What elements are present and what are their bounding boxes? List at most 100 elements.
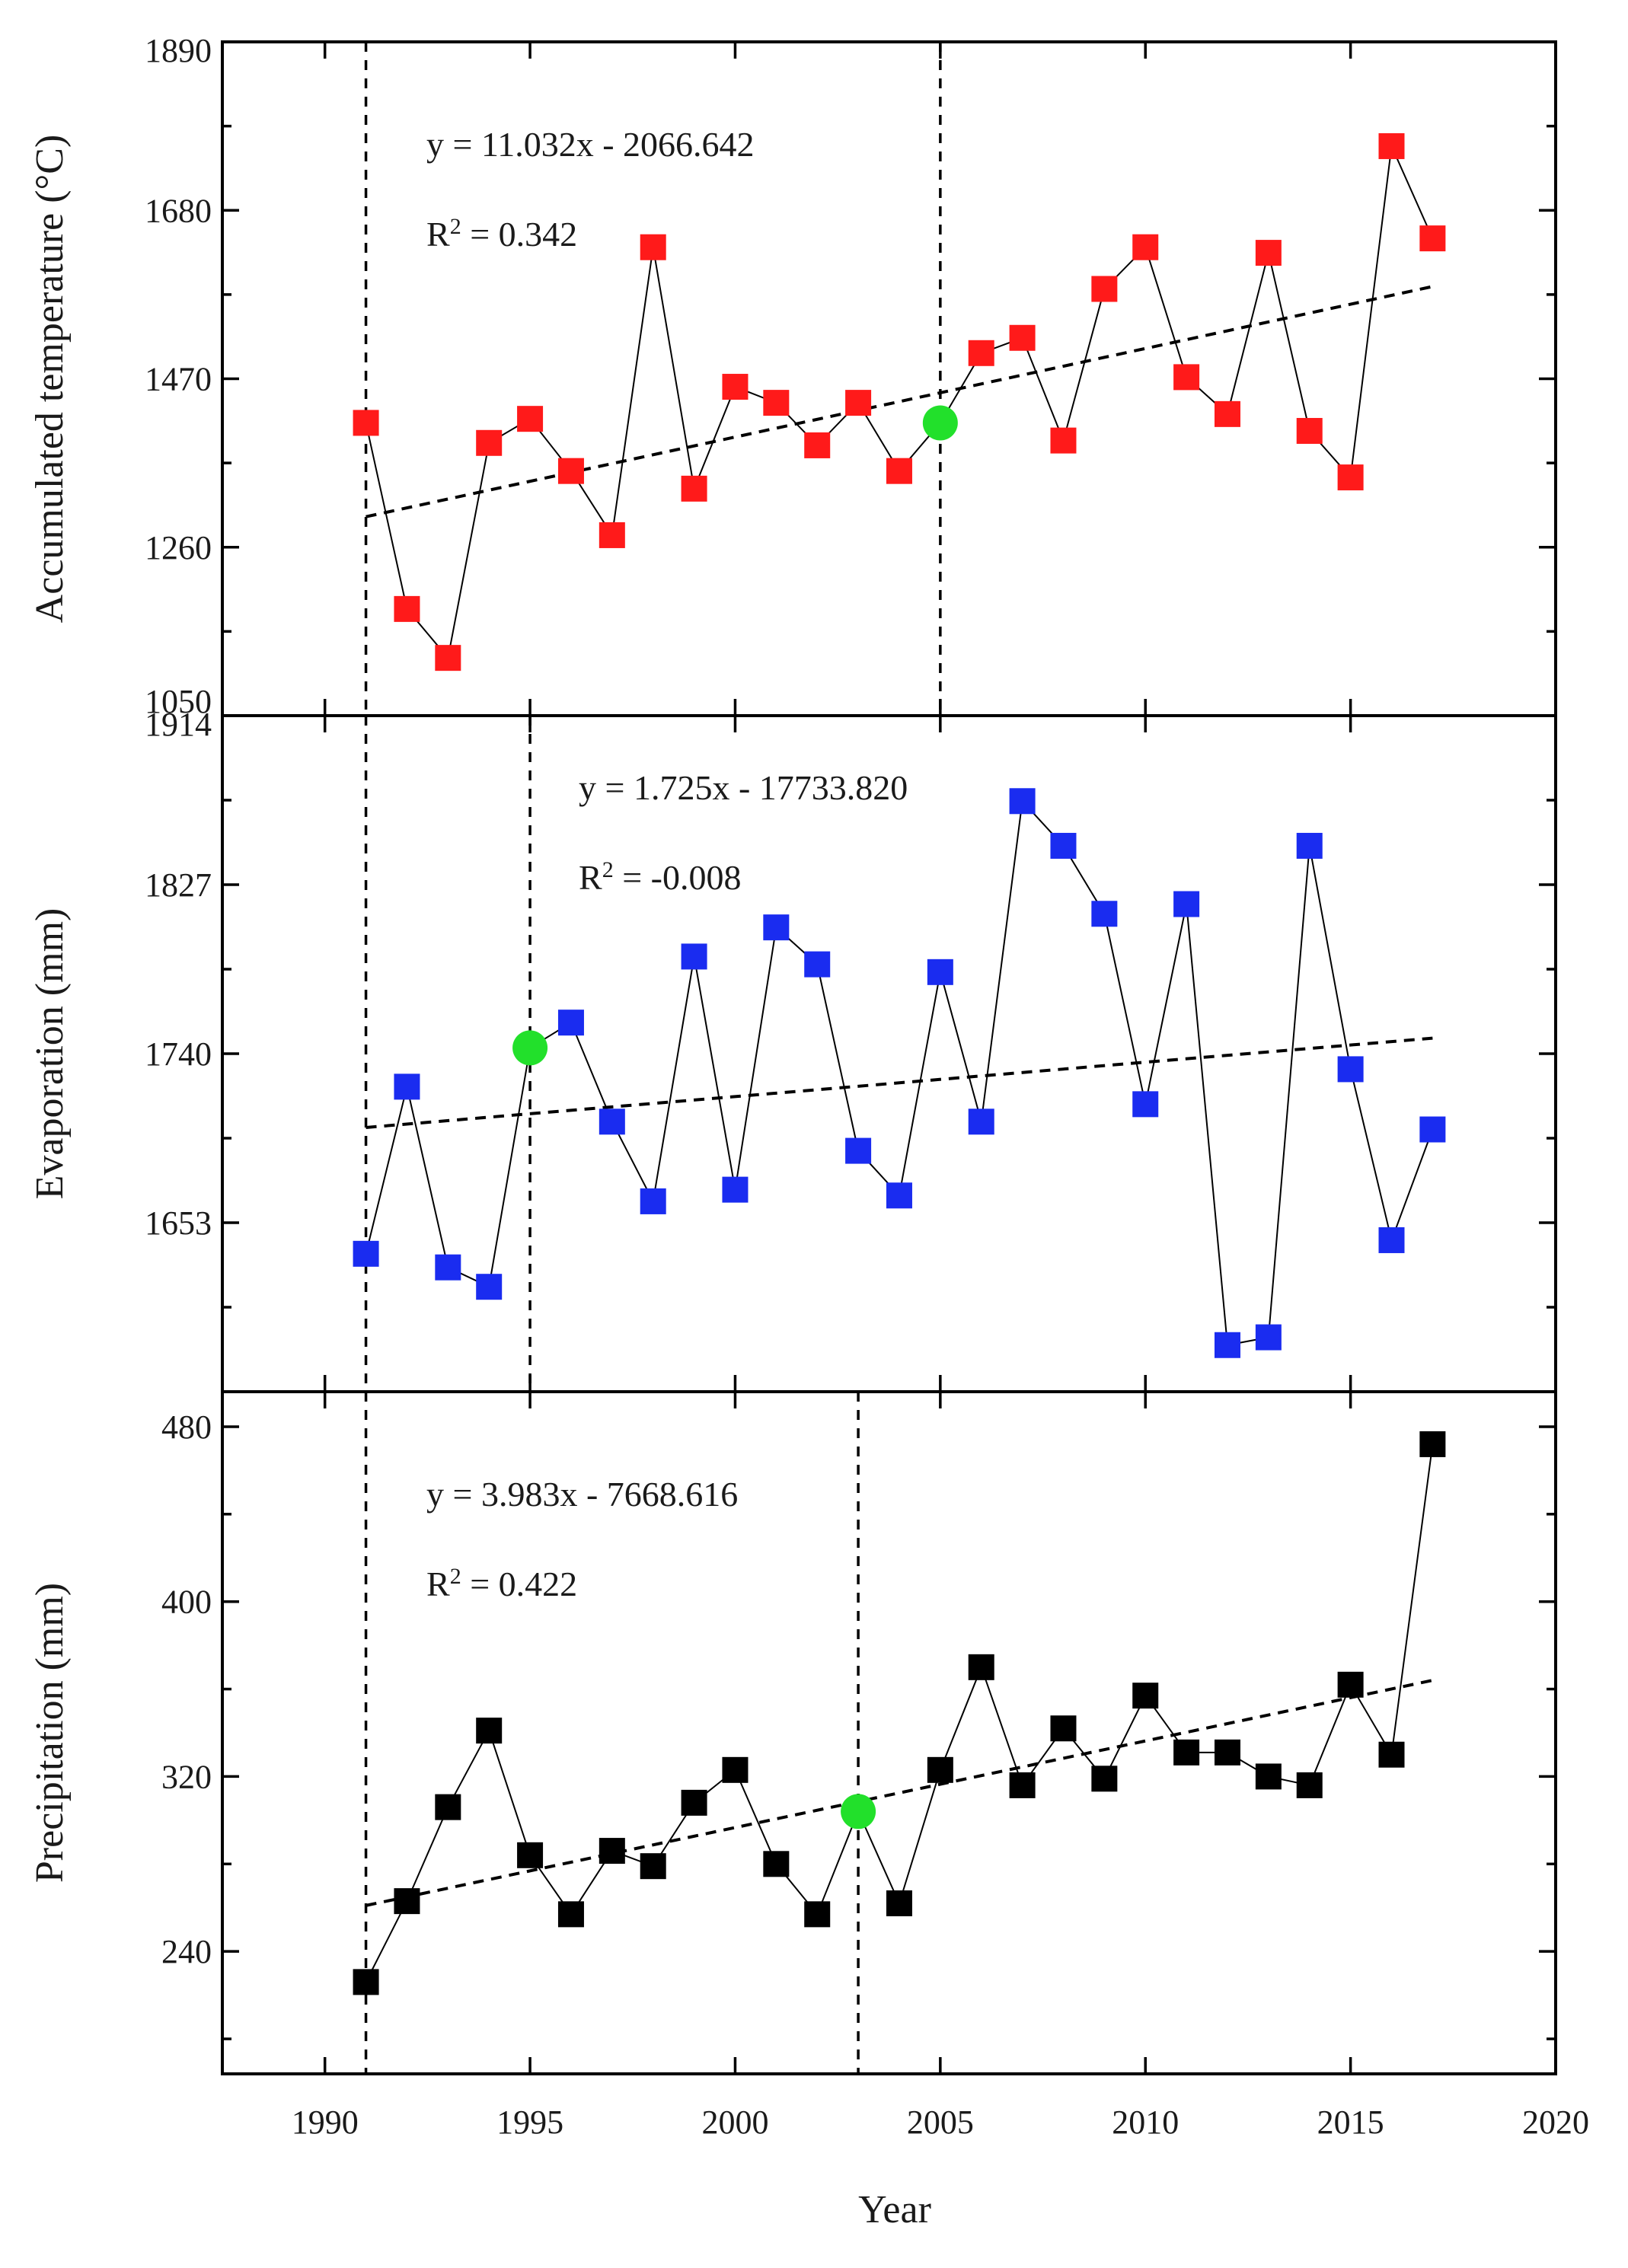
panel-frame [221, 1390, 1557, 2075]
panel-frame [221, 40, 1557, 717]
panel-precipitation: 240 320 400 480 Precipitation (mm) y = 3.983x… [28, 1390, 1557, 2075]
series-line [365, 799, 1434, 1346]
y-axis-title: Evaporation (mm) [28, 908, 72, 1200]
data-point [1419, 225, 1446, 252]
data-point [640, 234, 666, 260]
change-point-marker [512, 1030, 548, 1066]
data-point [927, 959, 953, 985]
data-point [968, 340, 994, 366]
data-point [804, 432, 831, 458]
data-point [435, 1794, 461, 1820]
data-point [1255, 1324, 1282, 1351]
data-point [394, 595, 420, 622]
data-point [1091, 901, 1118, 927]
data-point [1132, 1091, 1159, 1118]
data-point [1050, 832, 1077, 859]
y-tick-label: 1470 [145, 361, 212, 398]
panel-evaporation: 1653 1740 1827 1914 Evaporation (mm) y = 1.72… [28, 706, 1557, 1393]
data-point [476, 429, 503, 456]
data-point [681, 475, 707, 502]
data-point [557, 1010, 584, 1036]
data-point [353, 1969, 379, 1995]
data-point [1214, 400, 1240, 427]
x-tick-label: 2020 [1522, 2104, 1589, 2141]
x-tick-label: 2000 [701, 2104, 768, 2141]
data-point [1214, 1739, 1240, 1766]
data-point [1173, 364, 1200, 391]
r-squared-label: R2 = 0.422 [426, 1564, 577, 1604]
y-axis-title: Precipitation (mm) [28, 1583, 72, 1883]
change-point-marker [922, 405, 958, 441]
data-point [1173, 891, 1200, 917]
y-axis-title: Accumulated temperature (°C) [28, 135, 72, 624]
y-tick-label: 480 [161, 1408, 212, 1446]
data-point [1378, 1227, 1405, 1253]
data-point [557, 458, 584, 484]
data-point [804, 951, 831, 978]
data-point [394, 1888, 420, 1915]
y-tick-label: 1680 [145, 192, 212, 229]
y-tick-label: 320 [161, 1758, 212, 1795]
data-point [1214, 1332, 1240, 1358]
data-point [1255, 1763, 1282, 1790]
data-point [435, 1254, 461, 1281]
data-point [640, 1853, 666, 1880]
data-point [1050, 427, 1077, 454]
y-tick-label: 1260 [145, 529, 212, 566]
data-point [1009, 1772, 1036, 1798]
chart-panels: 1050 1260 1470 1680 1890 Accumulated temperat… [28, 32, 1557, 2075]
data-point [1337, 464, 1364, 491]
data-point [599, 522, 625, 548]
data-point [599, 1838, 625, 1864]
data-point [476, 1274, 503, 1300]
data-point [1337, 1056, 1364, 1083]
data-point [968, 1654, 994, 1680]
data-point [394, 1073, 420, 1100]
data-point [886, 458, 912, 484]
change-point-marker [841, 1794, 876, 1829]
trend-line [366, 1036, 1433, 1129]
regression-equation: y = 1.725x - 17733.820 [579, 768, 908, 807]
data-point [1009, 788, 1036, 815]
data-point [517, 1842, 544, 1868]
data-point [763, 914, 790, 941]
panel-frame [221, 714, 1557, 1393]
data-point [1378, 1741, 1405, 1768]
data-point [435, 645, 461, 671]
data-point [1173, 1739, 1200, 1766]
data-point [968, 1108, 994, 1135]
y-tick-label: 1740 [145, 1035, 212, 1073]
data-point [1050, 1715, 1077, 1742]
data-point [722, 1756, 749, 1783]
y-tick-label: 1914 [145, 706, 212, 743]
data-point [845, 390, 872, 416]
x-axis-title: Year [858, 2188, 931, 2231]
x-tick-label: 2005 [907, 2104, 974, 2141]
data-point [845, 1137, 872, 1164]
x-axis: 1990 1995 2000 2005 2010 2015 2020 Year [292, 2104, 1589, 2231]
data-point [1378, 132, 1405, 159]
x-tick-label: 2015 [1317, 2104, 1384, 2141]
data-point [1091, 1766, 1118, 1792]
data-point [517, 406, 544, 432]
data-point [1296, 417, 1323, 444]
y-tick-label: 1827 [145, 866, 212, 904]
data-point [681, 943, 707, 970]
x-tick-label: 2010 [1112, 2104, 1179, 2141]
regression-equation: y = 11.032x - 2066.642 [426, 125, 755, 164]
data-point [557, 1901, 584, 1928]
data-point [599, 1108, 625, 1135]
data-point [353, 410, 379, 436]
data-point [1337, 1671, 1364, 1698]
data-point [886, 1182, 912, 1209]
data-point [1419, 1431, 1446, 1457]
trend-line [366, 1679, 1433, 1907]
data-point [763, 1851, 790, 1877]
data-point [476, 1718, 503, 1744]
y-tick-label: 400 [161, 1584, 212, 1621]
data-point [886, 1890, 912, 1916]
data-point [804, 1901, 831, 1928]
data-point [1132, 1683, 1159, 1709]
data-point [640, 1188, 666, 1214]
data-point [1296, 832, 1323, 859]
